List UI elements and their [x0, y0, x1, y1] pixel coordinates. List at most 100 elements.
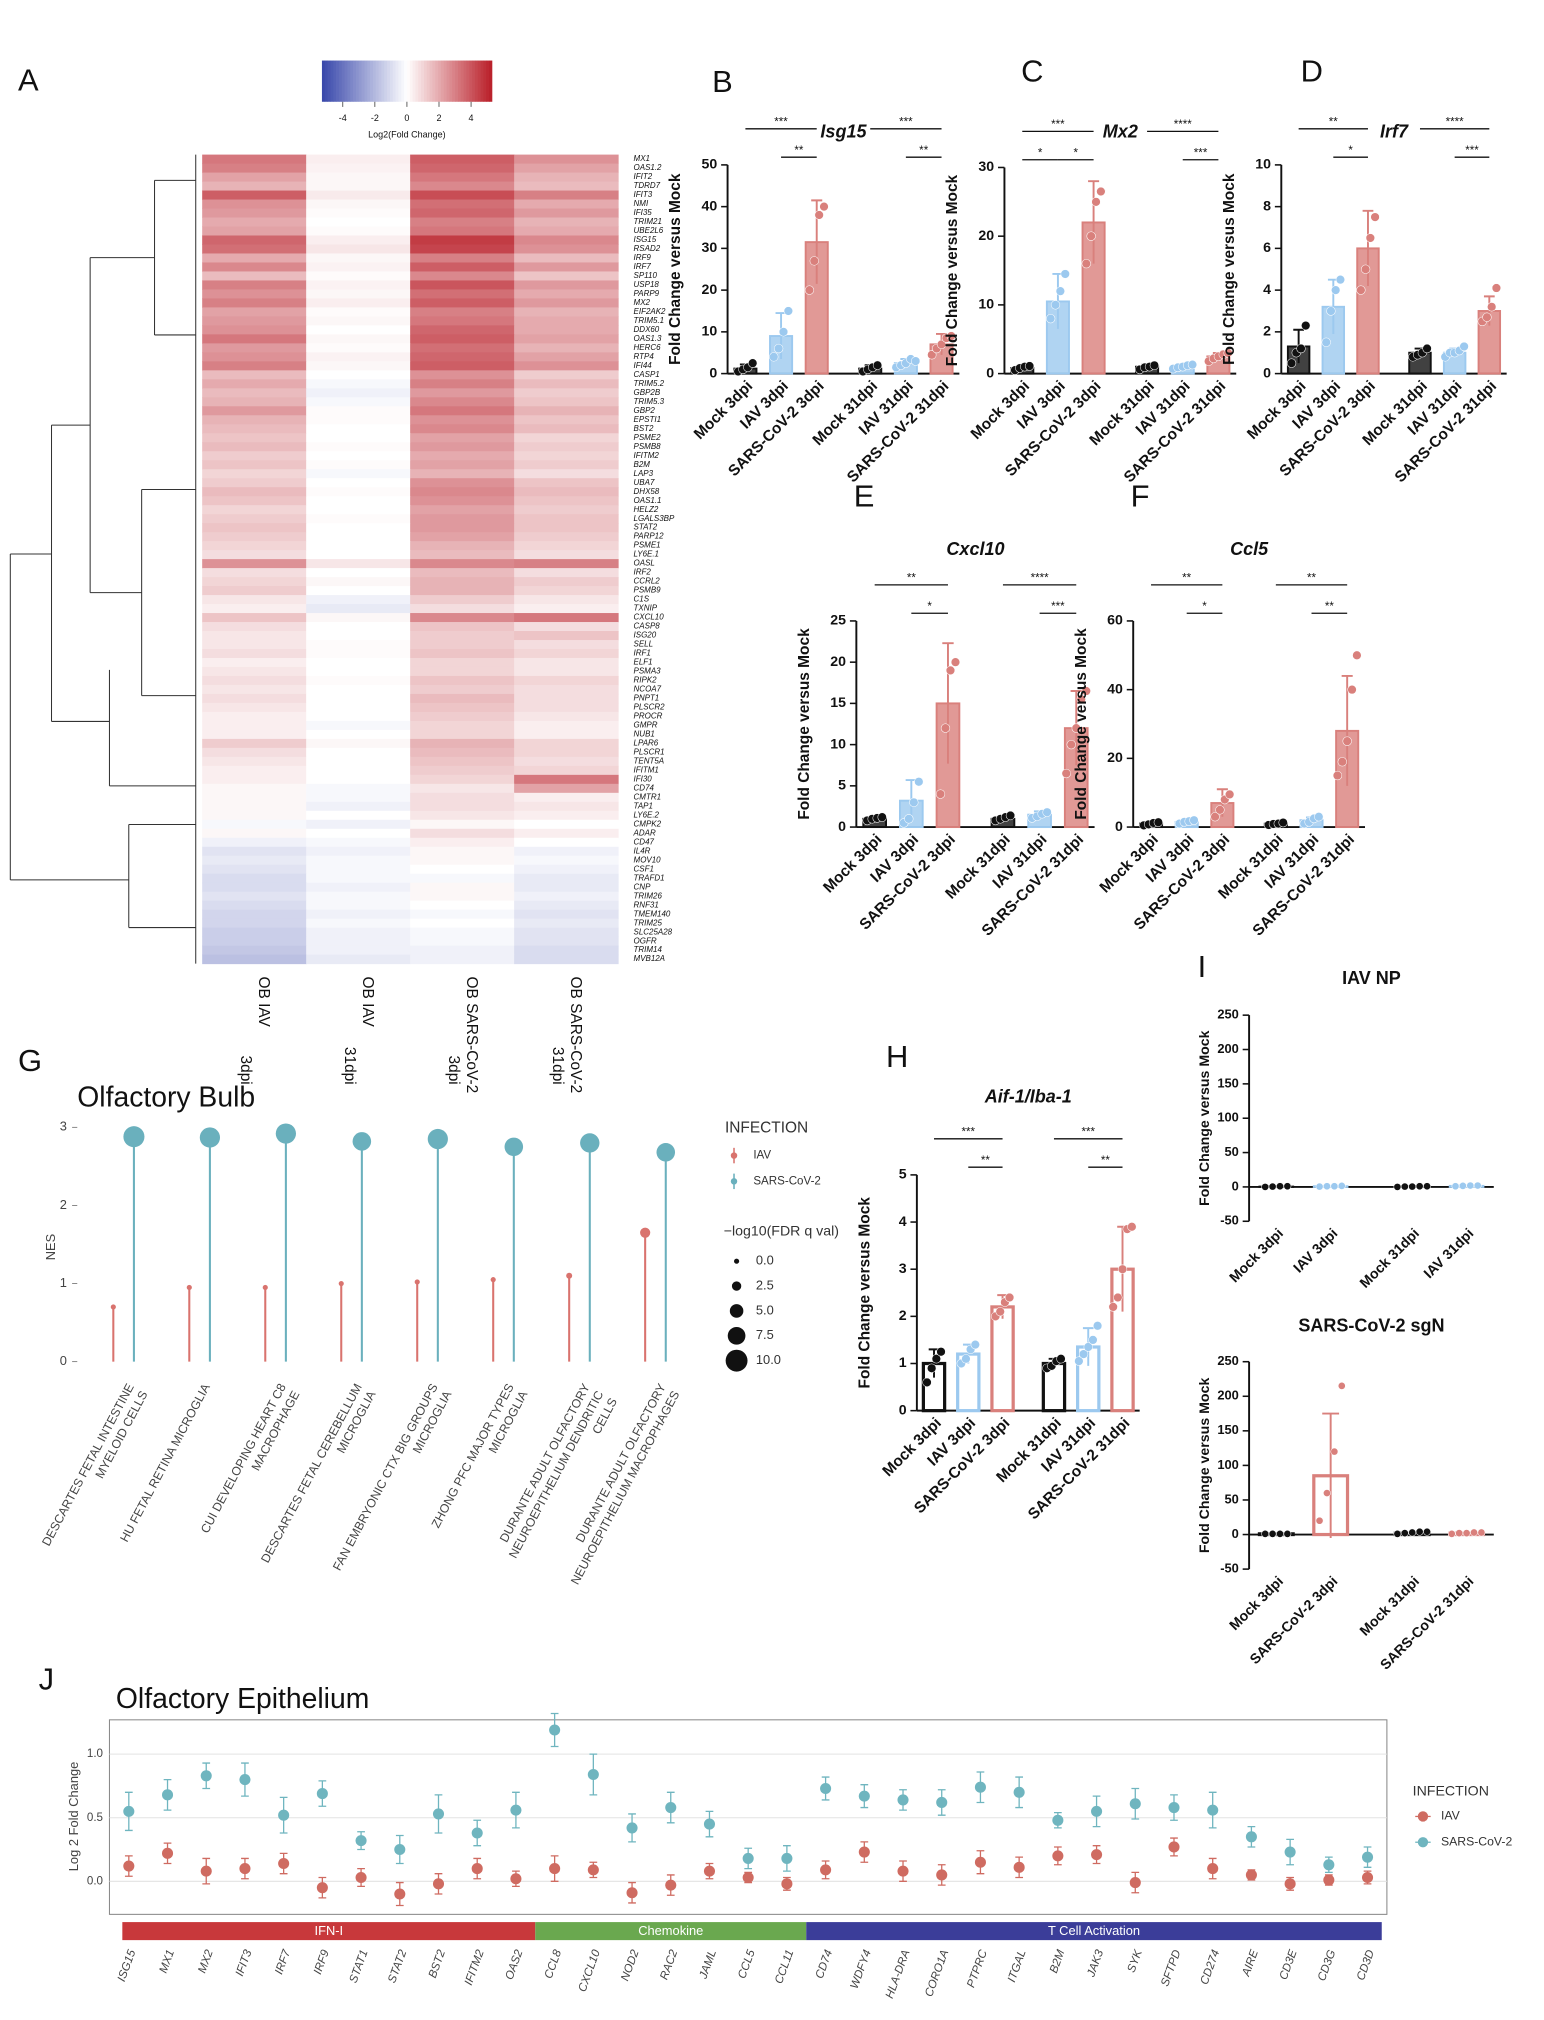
group-label: Chemokine [638, 1923, 703, 1938]
row-label: CMPK2 [634, 819, 662, 828]
heat-cell [202, 810, 307, 821]
dot [1284, 1878, 1296, 1890]
row-label: ELF1 [634, 658, 653, 667]
heat-cell [306, 361, 411, 371]
data-point [1400, 1182, 1409, 1191]
lollipop-dot [414, 1279, 420, 1285]
heat-cell [306, 783, 411, 794]
heat-cell [306, 855, 411, 866]
legend-label: IAV [753, 1150, 771, 1162]
heat-cell [410, 190, 515, 201]
data-point [1286, 358, 1297, 368]
heat-cell [410, 684, 515, 695]
heat-cell [202, 208, 307, 219]
heat-cell [306, 280, 411, 290]
heat-cell [306, 657, 411, 668]
heat-cell [202, 388, 307, 398]
heat-cell [202, 783, 307, 794]
x-tick-label: SARS-CoV-2 31dpi [1377, 1574, 1477, 1674]
y-axis-label: Fold Change versus Mock [1197, 1030, 1213, 1206]
row-label: PSMA3 [634, 667, 662, 676]
y-tick-label: 0.0 [87, 1875, 103, 1887]
data-point [1096, 186, 1106, 197]
dot [897, 1794, 909, 1806]
heat-cell [202, 298, 307, 308]
dot [549, 1724, 561, 1736]
y-tick-label: 10 [1255, 157, 1271, 173]
legend-title: INFECTION [1413, 1784, 1489, 1800]
x-tick-label: HLA-DRA [884, 1948, 913, 2000]
dot [161, 1847, 174, 1859]
significance-label: *** [962, 1126, 976, 1138]
heat-cell [514, 262, 619, 272]
data-point [1108, 1302, 1118, 1312]
heat-cell [514, 711, 619, 722]
heat-cell [306, 693, 411, 704]
heat-cell [306, 487, 411, 497]
error-bar [1322, 1412, 1340, 1538]
heat-cell [410, 586, 515, 596]
heat-cell [514, 496, 619, 506]
column-label: 3dpi [237, 1056, 254, 1085]
lollipop-dot [123, 1126, 145, 1148]
heat-cell [410, 936, 515, 947]
row-label: PARP12 [634, 532, 665, 541]
data-point [1335, 275, 1346, 285]
row-label: OASL [634, 559, 655, 568]
heat-cell [202, 442, 307, 452]
row-label: PSME2 [634, 433, 662, 442]
chart-title: Olfactory Epithelium [116, 1683, 369, 1715]
heat-cell [410, 271, 515, 281]
data-point [1083, 1342, 1093, 1352]
row-label: ISG15 [634, 235, 657, 244]
heat-cell [306, 154, 411, 165]
heat-cell [514, 819, 619, 830]
heat-cell [410, 846, 515, 857]
heat-cell [306, 891, 411, 902]
heat-cell [514, 837, 619, 848]
lollipop-dot [199, 1127, 221, 1148]
y-tick-label: 0 [1263, 365, 1271, 381]
heat-cell [514, 936, 619, 947]
data-point [1370, 212, 1380, 222]
heat-cell [202, 936, 307, 947]
data-point [1276, 1182, 1284, 1191]
colorbar-step [398, 60, 402, 102]
heat-cell [514, 855, 619, 866]
heat-cell [514, 729, 619, 740]
x-tick-label: AIRE [1240, 1948, 1261, 1979]
colorbar-step [486, 60, 490, 102]
heat-cell [410, 505, 515, 515]
row-label: LGALS3BP [634, 514, 675, 523]
lollipop-dot [656, 1143, 676, 1162]
heat-cell [410, 738, 515, 749]
heat-cell [306, 774, 411, 785]
significance-label: *** [1051, 601, 1065, 613]
heat-cell [202, 577, 307, 587]
heat-cell [202, 613, 307, 623]
heat-cell [202, 289, 307, 299]
row-label: UBE2L6 [634, 226, 664, 235]
column-label: OB SARS-CoV-2 [567, 977, 584, 1094]
size-legend-dot [734, 1258, 740, 1264]
heat-cell [410, 792, 515, 803]
heat-cell [410, 289, 515, 299]
data-point [1315, 1182, 1324, 1191]
heat-cell [202, 747, 307, 758]
data-point [1347, 685, 1357, 695]
dot [820, 1864, 832, 1876]
y-tick-label: 10 [978, 297, 994, 313]
row-label: TRIM21 [634, 217, 662, 226]
heat-cell [306, 208, 411, 219]
heat-cell [202, 909, 307, 920]
colorbar-step [460, 60, 464, 102]
row-label: TRIM26 [634, 891, 663, 900]
data-point [1061, 768, 1071, 779]
y-tick-label: 50 [1224, 1491, 1238, 1506]
data-point [778, 327, 789, 337]
dot [432, 1878, 445, 1890]
row-label: CSF1 [634, 864, 654, 873]
y-axis-label: Log 2 Fold Change [66, 1762, 81, 1872]
significance-label: *** [774, 116, 788, 128]
